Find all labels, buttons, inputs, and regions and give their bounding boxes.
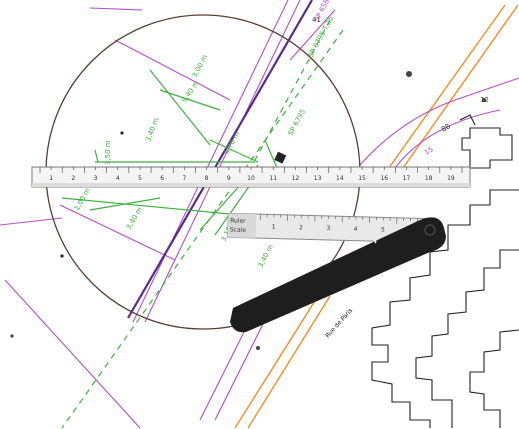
small-ruler-label: Ruler [230,217,246,224]
ruler-tick-label: 15 [358,175,366,182]
dimension-label: 4,70 m [223,130,242,156]
small-ruler-tick-label: 2 [299,224,303,231]
small-ruler-tick-label: 5 [381,226,385,233]
ruler-tick-label: 9 [227,175,231,182]
ruler-handle[interactable] [230,217,446,333]
road-lines [234,4,519,429]
ruler-tick-label: 13 [314,175,322,182]
ruler-tick-label: 18 [425,175,433,182]
ruler-tick-label: 19 [447,175,455,182]
street-label: Rue de Paris [324,307,354,339]
point-dot [10,334,14,338]
ruler-tick-label: 14 [336,175,344,182]
small-ruler-label: Scale [230,226,247,233]
ruler-tick-label: 8 [205,175,209,182]
ruler-tick-label: 2 [71,175,75,182]
ruler-tick-label: 4 [116,175,120,182]
dimension-label: SP 6795 [287,108,308,137]
marker-dot [274,151,287,164]
ruler-tick-label: 1 [49,175,53,182]
point-dot [120,131,124,135]
small-ruler-tick-label: 3 [326,225,330,232]
ruler-tick-label: 5 [138,175,142,182]
dimension-label: 3,40 m [257,243,275,269]
point-dot [482,98,486,102]
ruler-tick-label: 7 [182,175,186,182]
long-ruler[interactable]: 1 2 3 4 5 6 7 8 9 10 11 12 13 14 15 16 17 18 19 [31,166,471,188]
ruler-tick-label: 16 [380,175,388,182]
dimension-label: 3,40 m [125,206,144,231]
plot-number: 12 [480,96,489,104]
dimension-label: 3,50 m [104,140,112,165]
dimension-label: 3,40 m [144,117,160,143]
axis-line [127,0,313,319]
plot-number: 41 [312,16,321,24]
small-ruler-tick-label: 1 [272,223,276,230]
ruler-tick-label: 11 [269,175,277,182]
building-outline [371,114,519,428]
point-dot [60,254,64,258]
small-ruler-tick-label: 4 [354,226,358,233]
ruler-tick-label: 10 [247,175,255,182]
plot-number: 88 [440,122,452,133]
dimension-label: 3,00 m [191,53,210,79]
ruler-tick-label: 6 [160,175,164,182]
point-dot [256,346,260,350]
ruler-tick-label: 17 [403,175,411,182]
point-dot [406,71,412,77]
ruler-tick-label: 12 [292,175,300,182]
plot-number: 15 [423,145,435,156]
ruler-tick-label: 3 [94,175,98,182]
